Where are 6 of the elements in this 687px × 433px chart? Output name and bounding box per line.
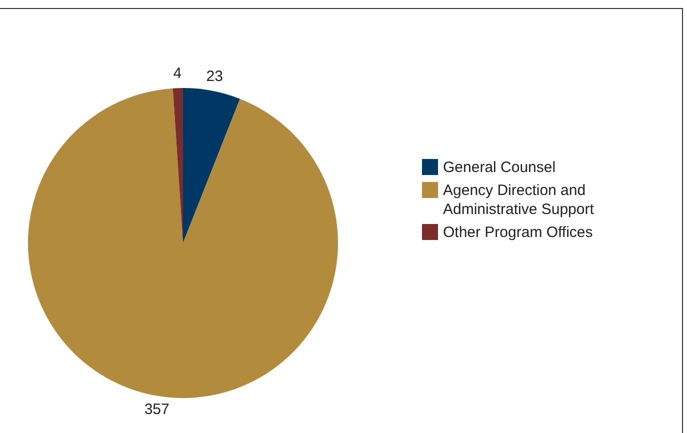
data-label: 357: [144, 401, 170, 418]
data-label: 4: [173, 65, 182, 82]
legend-label: Agency Direction and Administrative Support: [443, 181, 595, 219]
data-label: 23: [206, 68, 223, 86]
legend-label: Other Program Offices: [443, 223, 594, 242]
legend-label: General Counsel: [443, 158, 557, 177]
